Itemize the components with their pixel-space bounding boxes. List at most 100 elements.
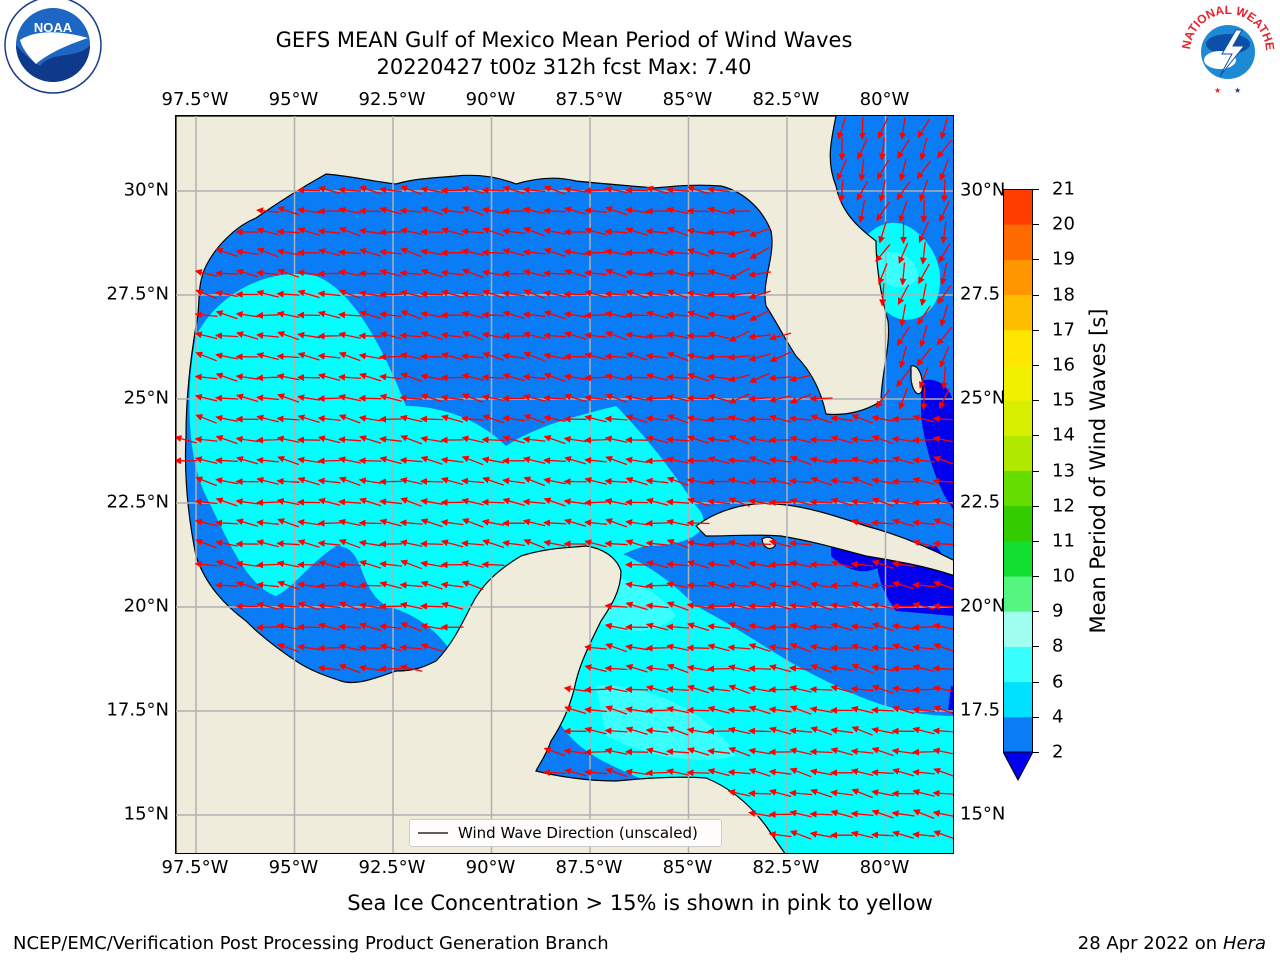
wave-direction-arrow	[727, 768, 751, 776]
wave-direction-arrow	[645, 644, 669, 652]
wave-direction-arrow	[543, 185, 566, 195]
colorbar-segment	[1003, 470, 1033, 507]
colorbar-tick-label: 15	[1052, 389, 1075, 411]
wave-direction-arrow	[687, 559, 710, 569]
wave-direction-arrow	[687, 684, 710, 694]
wave-direction-arrow	[686, 664, 710, 672]
lat-label-left: 17.5°N	[106, 699, 169, 721]
wave-direction-arrow	[666, 663, 689, 674]
wave-direction-arrow	[789, 642, 812, 653]
wave-direction-arrow	[645, 352, 669, 360]
wave-direction-arrow	[789, 727, 813, 735]
wave-direction-arrow	[748, 435, 771, 443]
wave-direction-arrow	[276, 540, 300, 548]
wave-direction-arrow	[748, 602, 772, 610]
wave-direction-arrow	[851, 601, 873, 612]
wave-direction-arrow	[523, 351, 545, 362]
wave-direction-arrow	[878, 137, 886, 161]
colorbar-tick-label: 6	[1052, 671, 1064, 693]
wave-direction-arrow	[584, 726, 607, 735]
wave-direction-arrow	[876, 201, 890, 222]
colorbar-tick-label: 21	[1052, 178, 1075, 200]
wave-direction-arrow	[625, 269, 649, 277]
wave-direction-arrow	[728, 497, 751, 507]
wave-direction-arrow	[358, 227, 382, 235]
wave-direction-arrow	[522, 269, 546, 277]
wave-direction-arrow	[584, 374, 608, 382]
wave-direction-arrow	[215, 581, 239, 589]
wave-direction-arrow	[317, 497, 341, 506]
wave-direction-arrow	[768, 414, 792, 423]
wave-direction-arrow	[256, 539, 279, 548]
wave-direction-arrow	[645, 290, 669, 298]
wave-direction-arrow	[912, 456, 935, 464]
wave-direction-arrow	[830, 602, 853, 610]
wave-direction-arrow	[440, 601, 464, 610]
wave-direction-arrow	[707, 331, 730, 340]
wave-direction-arrow	[666, 331, 689, 339]
wave-direction-arrow	[830, 809, 853, 819]
wave-direction-arrow	[317, 270, 341, 278]
wave-direction-arrow	[768, 706, 792, 714]
wave-direction-arrow	[850, 643, 874, 652]
wave-direction-arrow	[604, 664, 628, 672]
wave-direction-arrow	[707, 456, 730, 465]
wave-direction-arrow	[830, 415, 853, 422]
wave-direction-arrow	[256, 311, 280, 319]
wave-direction-arrow	[194, 518, 218, 527]
wave-direction-arrow	[728, 248, 751, 258]
wave-direction-arrow	[195, 538, 217, 549]
wave-direction-arrow	[276, 310, 300, 319]
wave-direction-arrow	[850, 685, 874, 693]
wave-direction-arrow	[338, 663, 361, 674]
wave-direction-arrow	[877, 117, 889, 139]
wave-direction-arrow	[625, 352, 648, 361]
wave-direction-arrow	[584, 748, 608, 756]
wave-direction-arrow	[810, 726, 833, 736]
wave-direction-arrow	[666, 538, 689, 549]
lon-label-top: 80°W	[859, 89, 910, 110]
wave-direction-arrow	[932, 477, 953, 485]
wave-direction-arrow	[749, 309, 771, 321]
wave-direction-arrow	[768, 456, 792, 464]
wave-direction-arrow	[768, 788, 792, 798]
wave-direction-arrow	[379, 518, 402, 527]
wave-direction-arrow	[707, 498, 730, 506]
colorbar-segment	[1003, 259, 1033, 296]
wave-direction-arrow	[358, 394, 382, 402]
wave-direction-arrow	[933, 518, 953, 527]
wave-direction-arrow	[297, 269, 321, 277]
wave-direction-arrow	[857, 138, 868, 160]
wave-direction-arrow	[522, 331, 546, 340]
wave-direction-arrow	[502, 352, 525, 360]
wave-direction-arrow	[256, 476, 279, 485]
wave-direction-arrow	[440, 269, 464, 277]
wave-direction-arrow	[543, 227, 566, 235]
wave-direction-arrow	[912, 601, 935, 610]
wave-direction-arrow	[918, 263, 930, 285]
wave-direction-arrow	[898, 346, 907, 369]
wave-direction-arrow	[584, 499, 608, 507]
wave-direction-arrow	[912, 519, 935, 527]
wave-direction-arrow	[932, 727, 953, 735]
wave-direction-arrow	[918, 367, 929, 389]
wave-direction-arrow	[338, 414, 361, 424]
wave-direction-arrow	[871, 435, 894, 445]
wave-direction-arrow	[338, 226, 361, 237]
wave-direction-arrow	[912, 726, 935, 735]
wave-direction-arrow	[605, 705, 628, 715]
wave-direction-arrow	[892, 643, 915, 652]
wave-direction-arrow	[871, 726, 894, 734]
wave-direction-arrow	[891, 623, 915, 630]
wave-direction-arrow	[871, 519, 895, 527]
wave-direction-arrow	[543, 539, 566, 547]
wave-direction-arrow	[338, 206, 361, 215]
wave-direction-arrow	[916, 160, 932, 180]
wave-direction-arrow	[317, 644, 341, 652]
wave-direction-arrow	[195, 476, 217, 487]
colorbar-tick-label: 8	[1052, 635, 1064, 657]
wave-direction-arrow	[748, 333, 771, 340]
colorbar-tick-mark	[1033, 329, 1039, 331]
colorbar-tick-label: 4	[1052, 706, 1064, 728]
wave-direction-arrow	[789, 580, 812, 591]
